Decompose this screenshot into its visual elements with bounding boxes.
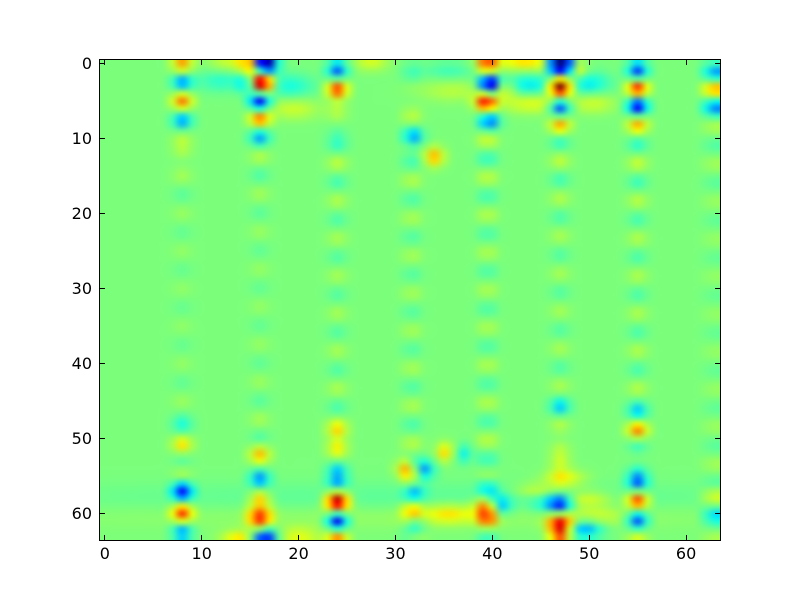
x-tick-label: 20 [288,544,309,563]
y-tick-mark [715,513,720,515]
y-tick-mark [100,363,105,365]
y-tick-mark [100,438,105,440]
x-tick-mark [685,60,687,65]
x-tick-label: 10 [191,544,212,563]
y-tick-label: 20 [71,203,92,223]
y-tick-mark [100,138,105,140]
x-tick-mark [685,535,687,540]
x-tick-mark [201,60,203,65]
x-tick-label: 0 [99,544,110,563]
x-tick-label: 40 [482,544,503,563]
x-tick-mark [201,535,203,540]
y-tick-label: 60 [71,503,92,523]
heatmap-image [100,60,720,540]
axes-frame: 0 10 20 30 40 50 60 0 10 20 30 40 50 60 [72,54,721,563]
x-tick-mark [394,535,396,540]
x-tick-label: 50 [579,544,600,563]
x-tick-mark [491,535,493,540]
y-tick-mark [715,288,720,290]
x-tick-mark [491,60,493,65]
y-tick-mark [100,513,105,515]
x-tick-mark [588,535,590,540]
y-tick-label: 40 [71,353,92,373]
y-tick-mark [100,63,105,65]
x-tick-mark [104,535,106,540]
x-tick-mark [588,60,590,65]
x-tick-mark [298,60,300,65]
y-tick-mark [715,438,720,440]
x-tick-mark [298,535,300,540]
x-tick-mark [104,60,106,65]
y-tick-mark [715,213,720,215]
y-tick-label: 50 [71,428,92,448]
x-tick-mark [394,60,396,65]
y-tick-mark [100,213,105,215]
y-tick-label: 30 [71,278,92,298]
x-tick-label: 30 [385,544,406,563]
y-tick-mark [100,288,105,290]
y-tick-mark [715,363,720,365]
y-tick-label: 0 [81,53,92,73]
y-tick-label: 10 [71,128,92,148]
x-tick-label: 60 [675,544,697,563]
y-tick-mark [715,63,720,65]
y-tick-mark [715,138,720,140]
